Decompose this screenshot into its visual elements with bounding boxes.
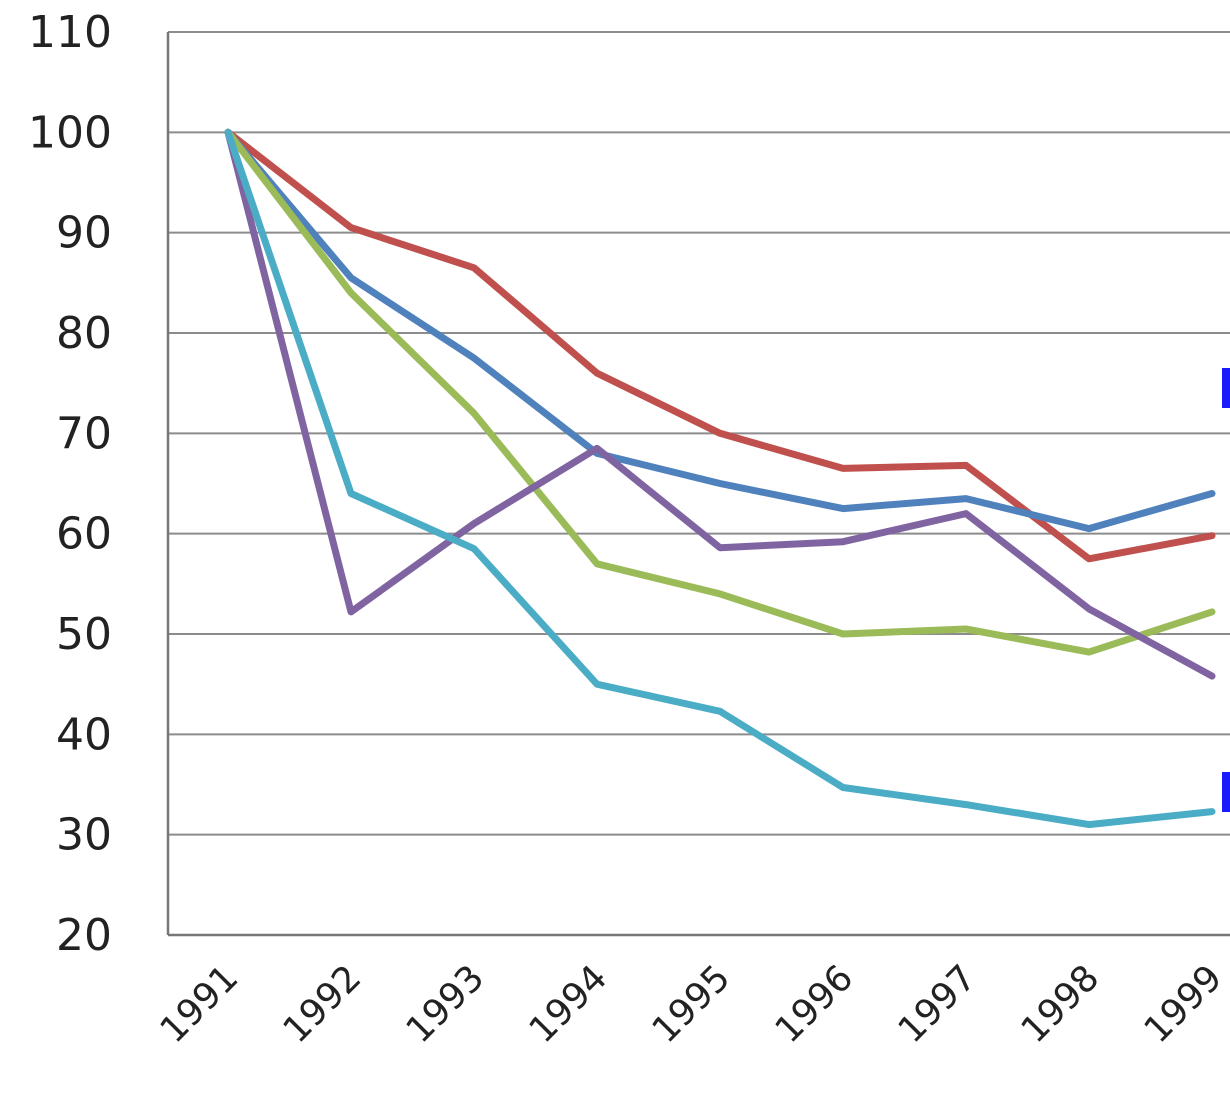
x-tick-label: 1998	[1014, 957, 1108, 1051]
x-tick-label: 1992	[276, 957, 370, 1051]
y-tick-label: 60	[56, 509, 112, 560]
edge-marks	[1222, 368, 1230, 812]
series-line-2	[224, 128, 1216, 533]
x-tick-label: 1999	[1137, 957, 1230, 1051]
y-tick-label: 30	[56, 810, 112, 861]
x-axis-ticks: 1991 1992 1993 1994 1995 1996 1997 1998 1999	[153, 957, 1230, 1051]
y-tick-label: 40	[56, 709, 112, 760]
x-tick-label: 1993	[399, 957, 493, 1051]
y-tick-label: 50	[56, 609, 112, 660]
y-axis-ticks: 20 30 40 50 60 70 80 90 100 110	[28, 7, 112, 961]
y-tick-label: 80	[56, 308, 112, 359]
x-tick-label: 1996	[768, 957, 862, 1051]
x-tick-label: 1994	[522, 957, 616, 1051]
x-tick-label: 1997	[891, 957, 985, 1051]
x-tick-label: 1995	[645, 957, 739, 1051]
gridlines	[168, 31, 1230, 836]
series-line-4	[224, 128, 1216, 680]
axes	[166, 32, 1230, 937]
edge-mark-lower	[1222, 772, 1230, 812]
series-line-1	[224, 128, 1216, 563]
y-tick-label: 110	[28, 7, 112, 58]
edge-mark-upper	[1222, 368, 1230, 408]
series-line-5	[224, 128, 1216, 829]
series-line-3	[224, 128, 1216, 656]
y-tick-label: 20	[56, 910, 112, 961]
y-tick-label: 100	[28, 107, 112, 158]
x-tick-label: 1991	[153, 957, 247, 1051]
y-tick-label: 90	[56, 208, 112, 259]
y-tick-label: 70	[56, 408, 112, 459]
series-lines	[224, 128, 1216, 829]
